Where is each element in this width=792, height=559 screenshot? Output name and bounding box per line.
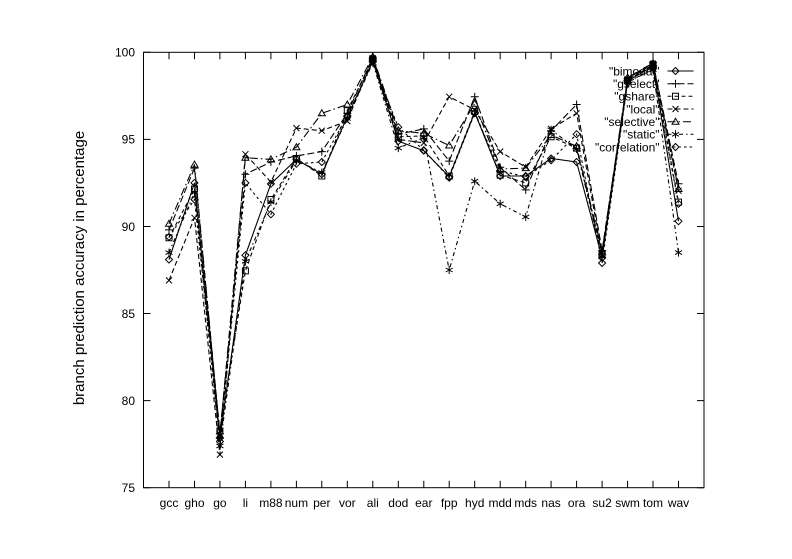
svg-text:swm: swm [615,496,640,510]
svg-text:ali: ali [367,496,379,510]
svg-text:li: li [243,496,248,510]
svg-text:m88: m88 [259,496,283,510]
svg-text:95: 95 [122,133,136,147]
svg-text:hyd: hyd [465,496,484,510]
svg-text:wav: wav [667,496,689,510]
svg-text:tom: tom [643,496,663,510]
svg-text:fpp: fpp [441,496,458,510]
svg-text:gcc: gcc [160,496,179,510]
svg-text:per: per [313,496,330,510]
svg-text:nas: nas [541,496,560,510]
svg-text:80: 80 [122,394,136,408]
svg-text:num: num [285,496,308,510]
svg-text:gho: gho [184,496,204,510]
svg-text:vor: vor [339,496,356,510]
svg-text:dod: dod [388,496,408,510]
svg-text:mdd: mdd [489,496,512,510]
svg-text:"correlation": "correlation" [595,140,660,154]
svg-text:su2: su2 [592,496,612,510]
svg-text:90: 90 [122,220,136,234]
svg-text:75: 75 [122,481,136,495]
svg-text:"selective": "selective" [604,115,659,129]
svg-text:"static": "static" [623,128,660,142]
svg-text:ora: ora [568,496,586,510]
svg-text:"local": "local" [626,102,659,116]
svg-text:ear: ear [415,496,432,510]
svg-text:go: go [213,496,227,510]
svg-text:85: 85 [122,307,136,321]
svg-text:100: 100 [115,46,135,60]
svg-text:mds: mds [514,496,537,510]
svg-text:branch prediction accuracy in: branch prediction accuracy in percentage [71,131,88,405]
